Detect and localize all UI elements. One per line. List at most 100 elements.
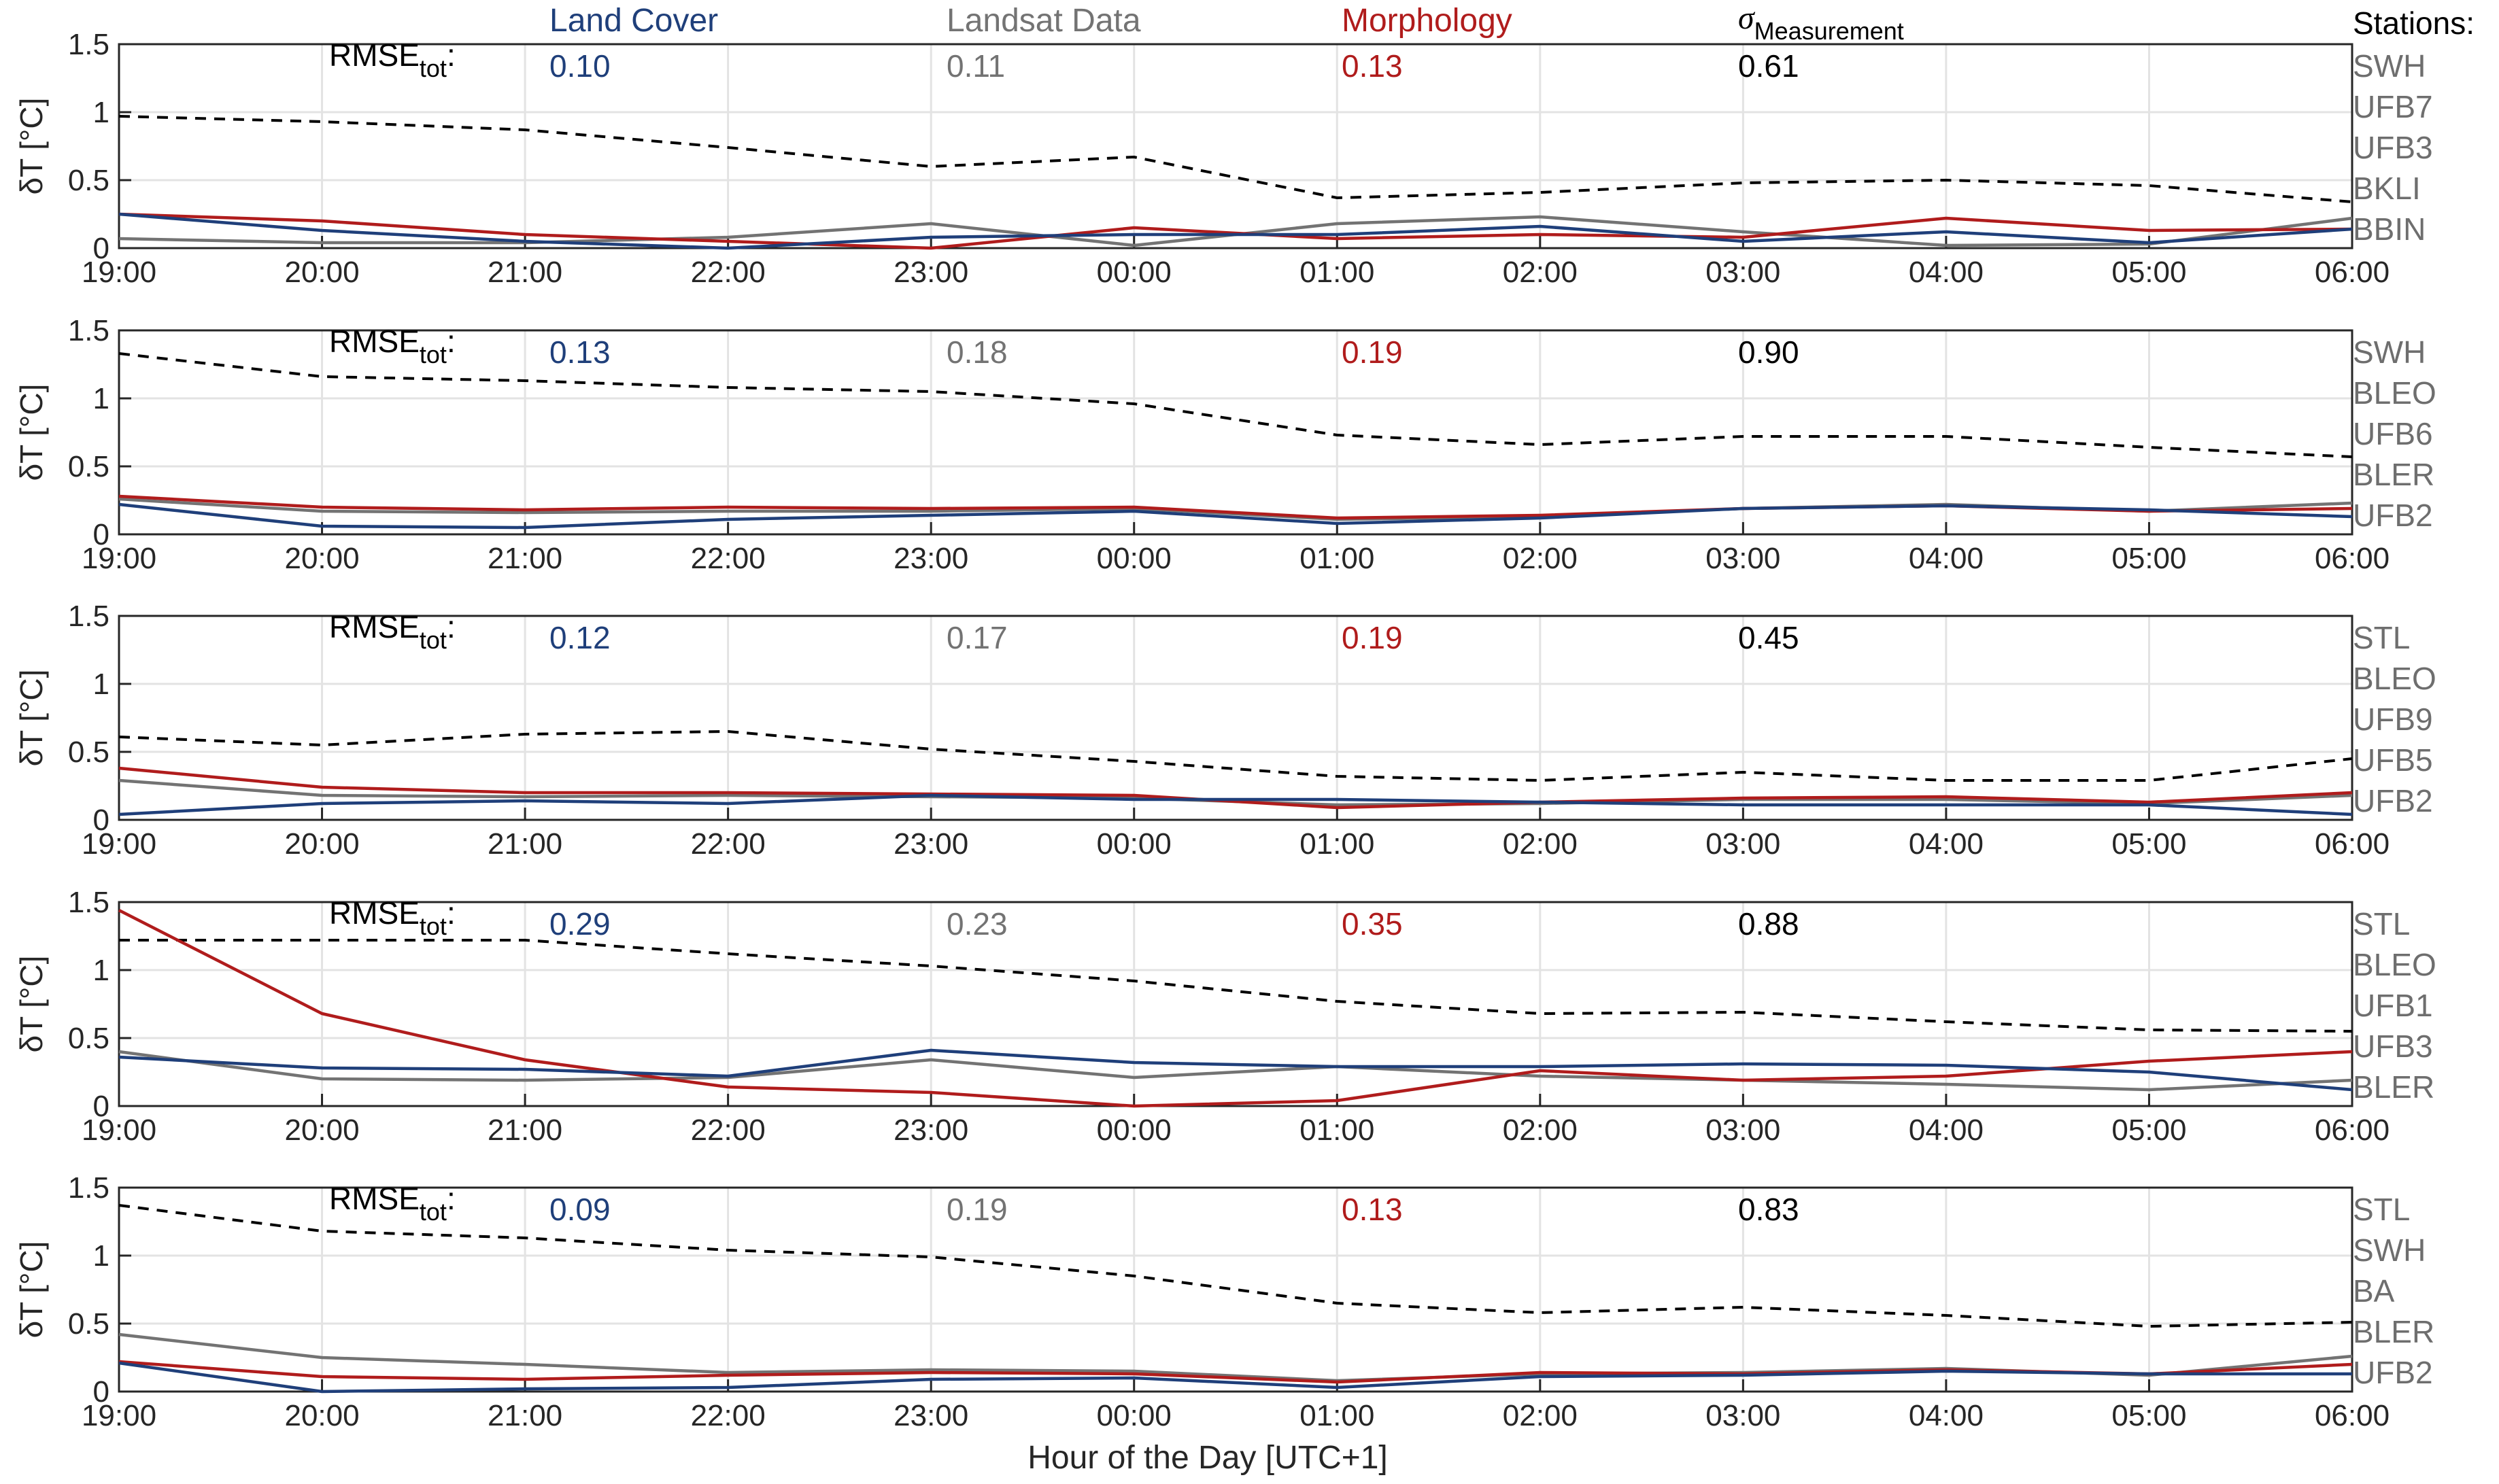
x-tick-label: 21:00 — [488, 256, 562, 289]
series-line-land-cover — [118, 793, 2353, 816]
x-tick-label: 22:00 — [691, 1114, 766, 1147]
station-label: BKLI — [2353, 171, 2421, 206]
rmse-value-land-cover: 0.13 — [549, 334, 611, 370]
x-tick-label: 19:00 — [82, 827, 156, 861]
rmse-label: RMSEtot: — [329, 324, 456, 368]
rmse-value-landsat: 0.19 — [947, 1192, 1008, 1227]
series-line-land-cover — [118, 1048, 2353, 1092]
x-tick-label: 01:00 — [1299, 1114, 1374, 1147]
legend-land-cover: Land Cover — [549, 3, 718, 39]
x-tick-label: 06:00 — [2315, 1114, 2390, 1147]
station-label: BLER — [2353, 457, 2434, 492]
x-tick-label: 23:00 — [894, 256, 968, 289]
x-tick-label: 04:00 — [1909, 1399, 1984, 1432]
x-tick-label: 06:00 — [2315, 1399, 2390, 1432]
y-tick-label: 1.5 — [68, 600, 109, 633]
x-tick-label: 20:00 — [284, 1114, 359, 1147]
x-tick-label: 05:00 — [2111, 827, 2186, 861]
x-tick-label: 02:00 — [1503, 256, 1578, 289]
rmse-label-colon: : — [447, 895, 456, 931]
stations-header: Stations: — [2353, 5, 2475, 41]
x-tick-label: 02:00 — [1503, 827, 1578, 861]
x-tick-label: 05:00 — [2111, 256, 2186, 289]
rmse-value-sigma: 0.45 — [1738, 620, 1799, 655]
x-tick-label: 01:00 — [1299, 256, 1374, 289]
x-tick-label: 03:00 — [1705, 827, 1780, 861]
y-tick-label: 0.5 — [68, 1022, 109, 1055]
station-label: BA — [2353, 1273, 2395, 1309]
y-tick-label: 1.5 — [68, 886, 109, 919]
rmse-label-subscript: tot — [420, 912, 447, 940]
rmse-label: RMSEtot: — [329, 609, 456, 654]
rmse-value-sigma: 0.90 — [1738, 334, 1799, 370]
station-label: UFB5 — [2353, 742, 2433, 778]
x-tick-label: 20:00 — [284, 542, 359, 575]
series-line-land-cover — [118, 1361, 2352, 1394]
x-tick-label: 06:00 — [2315, 256, 2390, 289]
panel-1: 0 0.5 1 1.5 19:00 20:00 21:00 22:00 23:00 00:00 01… — [14, 28, 2433, 289]
axes-box — [118, 615, 2353, 821]
x-tick-label: 22:00 — [691, 542, 766, 575]
x-tick-label: 04:00 — [1909, 1114, 1984, 1147]
x-tick-label: 20:00 — [284, 1399, 359, 1432]
axes-box — [118, 1186, 2353, 1393]
rmse-label-subscript: tot — [420, 626, 447, 654]
station-label: STL — [2353, 1192, 2410, 1227]
y-tick-label: 1 — [93, 1239, 109, 1273]
rmse-label: RMSEtot: — [329, 1181, 456, 1226]
x-tick-label: 05:00 — [2111, 1114, 2186, 1147]
series-line-sigma — [118, 1204, 2353, 1328]
y-tick-label: 0.5 — [68, 1307, 109, 1341]
x-tick-label: 05:00 — [2111, 542, 2186, 575]
x-tick-label: 00:00 — [1097, 1399, 1172, 1432]
series-line-sigma — [118, 352, 2353, 458]
x-tick-label: 22:00 — [691, 1399, 766, 1432]
x-tick-label: 23:00 — [894, 827, 968, 861]
x-tick-label: 22:00 — [691, 256, 766, 289]
legend: Land Cover Landsat Data Morphology σMeas… — [549, 0, 2475, 45]
rmse-label-subscript: tot — [420, 54, 447, 82]
series-line-landsat — [118, 1332, 2353, 1383]
x-tick-label: 03:00 — [1705, 256, 1780, 289]
x-tick-label: 04:00 — [1909, 542, 1984, 575]
station-label: SWH — [2353, 334, 2426, 370]
series-line-morphology — [118, 766, 2353, 810]
legend-sigma-measurement: σMeasurement — [1738, 0, 1904, 45]
station-label: UFB2 — [2353, 1355, 2433, 1390]
station-label: SWH — [2353, 1232, 2426, 1268]
rmse-label-colon: : — [447, 609, 456, 644]
y-tick-label: 1 — [93, 382, 109, 415]
rmse-label-subscript: tot — [420, 341, 447, 368]
panel-4: 0 0.5 1 1.5 19:00 20:00 21:00 22:00 23:00 00:00 01… — [14, 886, 2436, 1147]
rmse-label-main: RMSE — [329, 37, 420, 73]
rmse-label-main: RMSE — [329, 609, 420, 644]
panels: 0 0.5 1 1.5 19:00 20:00 21:00 22:00 23:00 00:00 01… — [14, 28, 2436, 1432]
x-tick-label: 21:00 — [488, 827, 562, 861]
rmse-value-land-cover: 0.09 — [549, 1192, 611, 1227]
rmse-value-morphology: 0.19 — [1342, 334, 1403, 370]
rmse-label-colon: : — [447, 324, 456, 359]
x-tick-label: 01:00 — [1299, 827, 1374, 861]
x-tick-label: 02:00 — [1503, 542, 1578, 575]
station-label: UFB2 — [2353, 498, 2433, 533]
x-tick-label: 20:00 — [284, 256, 359, 289]
rmse-value-landsat: 0.18 — [947, 334, 1008, 370]
x-tick-label: 03:00 — [1705, 1399, 1780, 1432]
sigma-symbol: σ — [1738, 0, 1756, 36]
rmse-label: RMSEtot: — [329, 895, 456, 940]
rmse-value-land-cover: 0.12 — [549, 620, 611, 655]
rmse-value-landsat: 0.17 — [947, 620, 1008, 655]
rmse-value-morphology: 0.13 — [1342, 48, 1403, 84]
rmse-value-land-cover: 0.10 — [549, 48, 611, 84]
y-axis-label: δT [°C] — [14, 670, 49, 767]
y-tick-label: 1 — [93, 954, 109, 987]
station-label: UFB1 — [2353, 988, 2433, 1023]
station-label: BLER — [2353, 1069, 2434, 1105]
x-tick-label: 04:00 — [1909, 256, 1984, 289]
x-axis-label: Hour of the Day [UTC+1] — [1027, 1440, 1388, 1476]
y-tick-label: 0 — [93, 518, 109, 551]
rmse-label: RMSEtot: — [329, 37, 456, 82]
x-tick-label: 20:00 — [284, 827, 359, 861]
x-tick-label: 19:00 — [82, 1399, 156, 1432]
